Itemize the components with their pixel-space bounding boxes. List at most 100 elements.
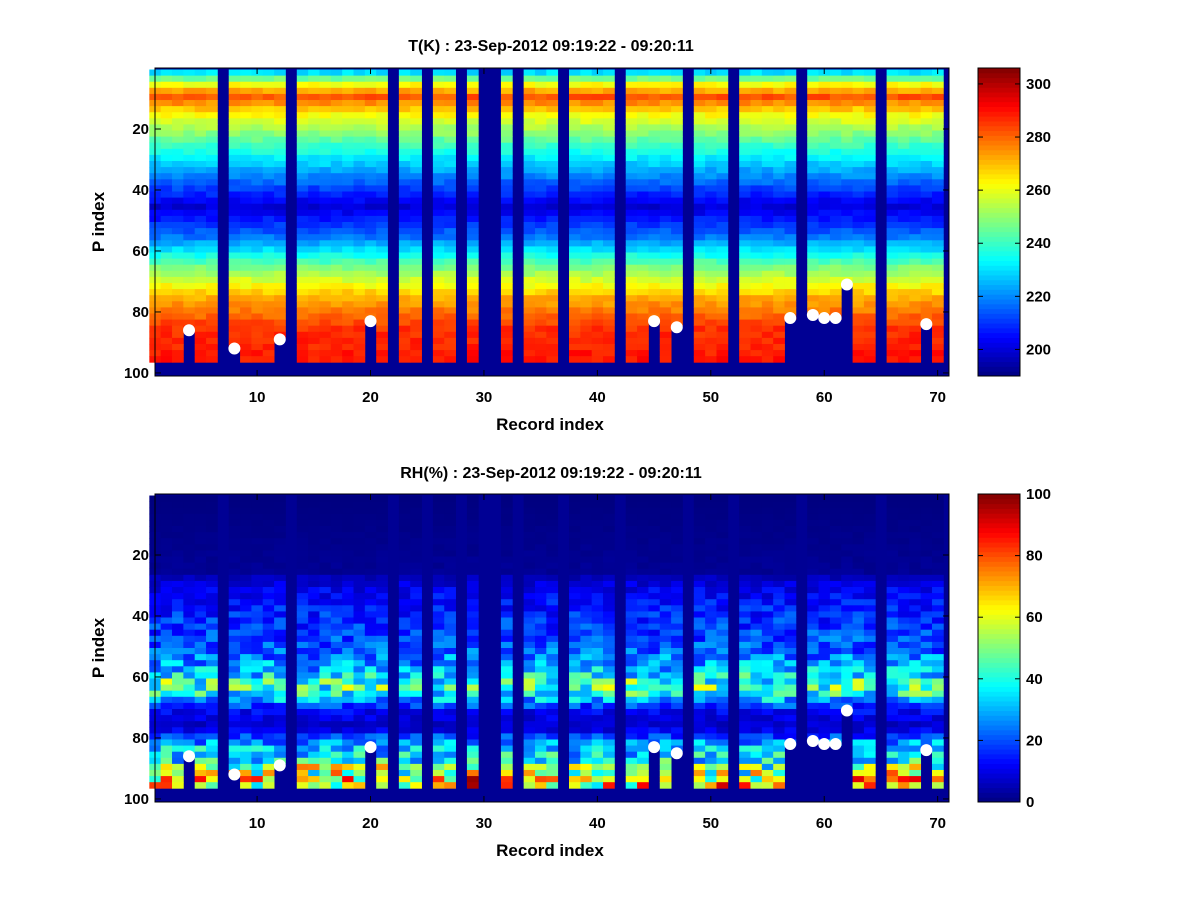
humidity-heatmap-cell bbox=[296, 733, 309, 740]
temperature-heatmap-cell bbox=[739, 203, 751, 211]
temperature-heatmap-cell bbox=[716, 93, 729, 101]
temperature-heatmap-cell bbox=[659, 167, 672, 174]
temperature-heatmap-cell bbox=[897, 75, 910, 83]
temperature-colorbar-segment bbox=[978, 140, 1020, 146]
temperature-heatmap-cell bbox=[308, 270, 320, 278]
temperature-heatmap-cell bbox=[432, 222, 445, 229]
humidity-heatmap-cell bbox=[750, 641, 763, 649]
temperature-heatmap-cell bbox=[818, 197, 831, 205]
humidity-heatmap-cell bbox=[466, 587, 479, 594]
humidity-heatmap-cell bbox=[807, 684, 819, 692]
humidity-heatmap-cell bbox=[308, 745, 320, 753]
humidity-heatmap-cell bbox=[603, 544, 615, 551]
humidity-heatmap-cell bbox=[569, 544, 581, 551]
temperature-heatmap-cell bbox=[410, 301, 422, 308]
humidity-heatmap-cell bbox=[228, 733, 241, 740]
humidity-heatmap-cell bbox=[773, 684, 785, 692]
temperature-heatmap-cell bbox=[376, 295, 388, 302]
temperature-heatmap-cell bbox=[773, 264, 785, 272]
temperature-heatmap-cell bbox=[194, 337, 207, 345]
temperature-heatmap-cell bbox=[784, 154, 797, 162]
humidity-heatmap-cell bbox=[274, 568, 286, 576]
temperature-heatmap-cell bbox=[841, 154, 853, 162]
temperature-heatmap-cell bbox=[308, 173, 320, 180]
temperature-heatmap-cell bbox=[569, 81, 581, 89]
humidity-heatmap-cell bbox=[364, 690, 377, 698]
humidity-heatmap-cell bbox=[228, 593, 241, 600]
humidity-heatmap-cell bbox=[705, 538, 717, 545]
humidity-heatmap-cell bbox=[206, 715, 218, 722]
humidity-heatmap-cell bbox=[500, 617, 513, 624]
humidity-heatmap-cell bbox=[659, 501, 672, 509]
humidity-heatmap-cell bbox=[296, 501, 309, 509]
temperature-heatmap-cell bbox=[773, 276, 785, 284]
humidity-heatmap-cell bbox=[750, 702, 763, 710]
temperature-heatmap-cell bbox=[308, 179, 320, 186]
temperature-heatmap-cell bbox=[591, 191, 604, 198]
temperature-heatmap-cell bbox=[523, 246, 536, 253]
temperature-heatmap-cell bbox=[909, 240, 922, 247]
temperature-heatmap-cell bbox=[466, 136, 479, 144]
humidity-heatmap-cell bbox=[466, 611, 479, 618]
temperature-heatmap-cell bbox=[705, 148, 717, 156]
humidity-heatmap-cell bbox=[353, 721, 366, 728]
humidity-heatmap-cell bbox=[773, 757, 785, 765]
humidity-heatmap-cell bbox=[308, 769, 320, 777]
humidity-heatmap-cell bbox=[274, 739, 286, 746]
temperature-heatmap-cell bbox=[398, 179, 411, 186]
temperature-heatmap-cell bbox=[909, 307, 922, 314]
humidity-heatmap-cell bbox=[398, 629, 411, 637]
temperature-heatmap-cell bbox=[342, 106, 354, 113]
humidity-heatmap-cell bbox=[274, 507, 286, 515]
temperature-heatmap-cell bbox=[829, 191, 842, 198]
temperature-heatmap-cell bbox=[398, 87, 411, 95]
humidity-heatmap-cell bbox=[750, 532, 763, 539]
humidity-heatmap-cell bbox=[534, 532, 547, 539]
temperature-heatmap-cell bbox=[909, 258, 922, 266]
humidity-heatmap-cell bbox=[240, 501, 252, 509]
humidity-heatmap-cell bbox=[240, 556, 252, 564]
temperature-heatmap-cell bbox=[172, 313, 184, 320]
temperature-heatmap-cell bbox=[262, 81, 275, 89]
humidity-heatmap-cell bbox=[546, 629, 559, 637]
humidity-heatmap-cell bbox=[591, 629, 604, 637]
temperature-heatmap-cell bbox=[364, 307, 377, 314]
humidity-heatmap-cell bbox=[671, 684, 683, 692]
humidity-heatmap-cell bbox=[523, 641, 536, 649]
humidity-heatmap-cell bbox=[342, 776, 354, 783]
humidity-heatmap-cell bbox=[546, 745, 559, 753]
humidity-heatmap-cell bbox=[761, 782, 774, 789]
temperature-heatmap-cell bbox=[534, 142, 547, 150]
humidity-heatmap-cell bbox=[773, 526, 785, 533]
humidity-heatmap-cell bbox=[330, 617, 343, 624]
temperature-heatmap-cell bbox=[183, 118, 196, 125]
temperature-heatmap-cell bbox=[920, 130, 933, 138]
temperature-heatmap-cell bbox=[580, 222, 593, 229]
humidity-heatmap-cell bbox=[432, 495, 445, 503]
temperature-colorbar-segment bbox=[978, 265, 1020, 271]
temperature-heatmap-cell bbox=[444, 118, 456, 125]
humidity-heatmap-cell bbox=[580, 745, 593, 753]
humidity-heatmap-cell bbox=[580, 635, 593, 643]
humidity-heatmap-cell bbox=[500, 672, 513, 679]
humidity-heatmap-cell bbox=[637, 763, 649, 771]
temperature-heatmap-cell bbox=[739, 240, 751, 247]
humidity-heatmap-cell bbox=[761, 617, 774, 624]
humidity-heatmap-cell bbox=[410, 782, 422, 789]
humidity-heatmap-cell bbox=[274, 532, 286, 539]
humidity-heatmap-cell bbox=[761, 544, 774, 551]
temperature-heatmap-cell bbox=[897, 325, 910, 333]
humidity-heatmap-cell bbox=[376, 599, 388, 606]
temperature-heatmap-cell bbox=[625, 337, 638, 345]
temperature-heatmap-cell bbox=[206, 148, 218, 156]
temperature-heatmap-cell bbox=[852, 295, 865, 302]
temperature-heatmap-cell bbox=[546, 69, 559, 77]
humidity-heatmap-cell bbox=[739, 678, 751, 685]
temperature-heatmap-cell bbox=[580, 264, 593, 272]
humidity-heatmap-cell bbox=[160, 617, 173, 624]
temperature-heatmap-cell bbox=[251, 264, 264, 272]
temperature-colorbar-segment bbox=[978, 274, 1020, 281]
humidity-heatmap-cell bbox=[523, 666, 536, 673]
temperature-heatmap-cell bbox=[172, 100, 184, 107]
temperature-heatmap-cell bbox=[262, 167, 275, 174]
